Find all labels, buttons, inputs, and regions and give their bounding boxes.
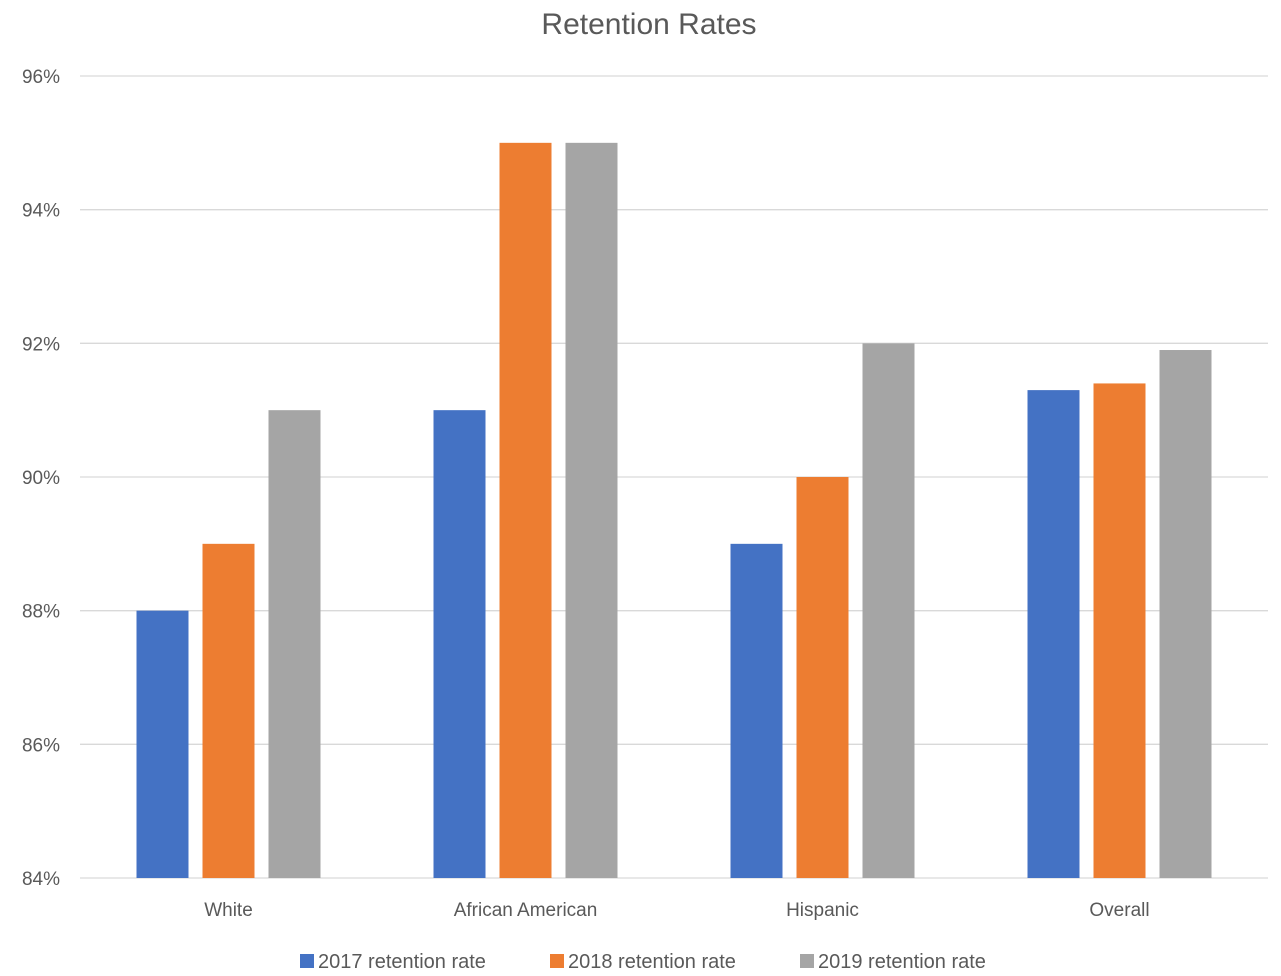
bars <box>136 142 1212 879</box>
gridlines <box>80 75 1268 879</box>
bar-hispanic-3 <box>862 343 915 878</box>
legend-label: 2019 retention rate <box>818 951 986 973</box>
legend-label: 2017 retention rate <box>318 951 486 973</box>
chart-title: Retention Rates <box>541 8 756 41</box>
legend-label: 2018 retention rate <box>568 951 736 973</box>
bar-overall-3 <box>1159 350 1212 878</box>
y-axis-ticks: 84% 86% 88% 90% 92% 94% 96% <box>22 67 60 890</box>
legend: 2017 retention rate 2018 retention rate 20… <box>300 951 986 973</box>
x-category-label: White <box>204 900 253 921</box>
bar-african-american-3 <box>565 142 618 879</box>
bar-hispanic-2 <box>796 477 849 878</box>
bar-hispanic-1 <box>730 543 783 878</box>
x-category-label: Hispanic <box>786 900 859 921</box>
y-tick-label: 84% <box>22 869 60 890</box>
y-tick-label: 90% <box>22 468 60 489</box>
bar-overall-2 <box>1093 383 1146 878</box>
bar-white-2 <box>202 543 255 878</box>
y-tick-label: 88% <box>22 602 60 623</box>
y-tick-label: 94% <box>22 201 60 222</box>
y-tick-label: 96% <box>22 67 60 88</box>
bar-african-american-2 <box>499 142 552 879</box>
x-category-label: African American <box>454 900 598 921</box>
bar-overall-1 <box>1027 390 1080 878</box>
x-category-label: Overall <box>1089 900 1149 921</box>
x-axis-categories: White African American Hispanic Overall <box>204 900 1149 921</box>
bar-white-3 <box>268 410 321 878</box>
y-tick-label: 86% <box>22 735 60 756</box>
bar-african-american-1 <box>433 410 486 878</box>
legend-swatch <box>550 954 564 968</box>
bar-white-1 <box>136 610 189 878</box>
legend-swatch <box>300 954 314 968</box>
y-tick-label: 92% <box>22 334 60 355</box>
legend-swatch <box>800 954 814 968</box>
